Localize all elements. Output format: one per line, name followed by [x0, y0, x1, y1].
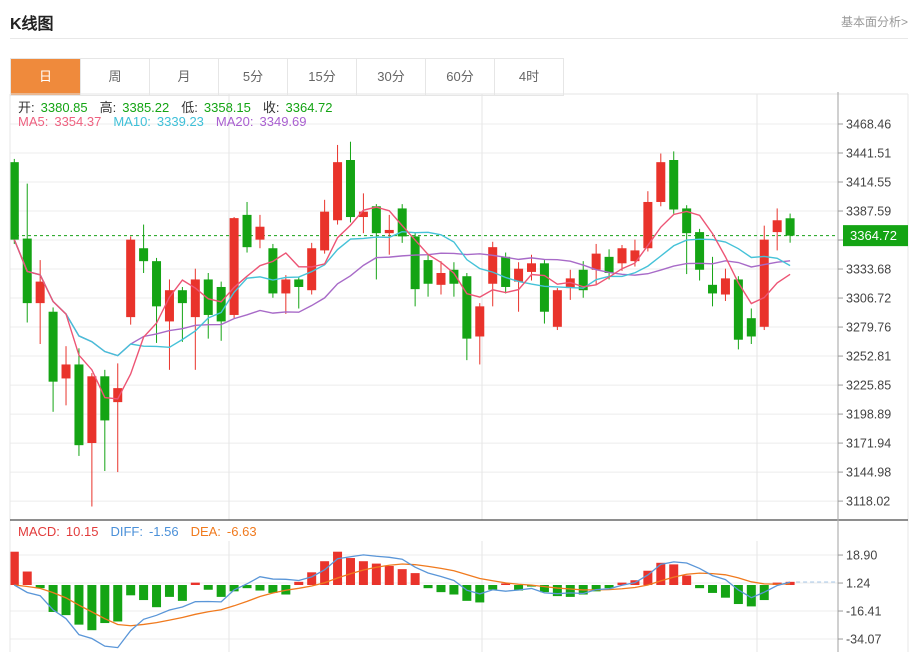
tab-30分[interactable]: 30分 [356, 59, 425, 95]
diff-line [13, 554, 791, 649]
legend-label: 高: [99, 100, 117, 115]
tab-15分[interactable]: 15分 [287, 59, 356, 95]
legend-item: DIFF: -1.56 [110, 524, 184, 539]
fundamental-analysis-link[interactable]: 基本面分析> [840, 15, 908, 29]
legend-label: MA10: [113, 114, 151, 129]
legend-label: 收: [262, 100, 280, 115]
macd-axis-label: 1.24 [846, 576, 870, 590]
legend-value: 3380.85 [40, 100, 88, 115]
price-axis-label: 3306.72 [846, 291, 891, 305]
ma5-line [13, 206, 791, 400]
price-axis-label: 3198.89 [846, 407, 891, 421]
legend-value: 3349.69 [259, 114, 307, 129]
macd-axis-label: 18.90 [846, 548, 877, 562]
price-axis-label: 3414.55 [846, 175, 891, 189]
legend-label: 低: [181, 100, 198, 115]
dea-line [14, 563, 791, 627]
legend-item: MA10: 3339.23 [113, 114, 210, 129]
header-divider [10, 38, 908, 39]
tab-60分[interactable]: 60分 [425, 59, 494, 95]
price-axis-label: 3333.68 [846, 262, 891, 276]
legend-value: 3385.22 [122, 100, 170, 115]
legend-value: 3358.15 [203, 100, 251, 115]
price-axis: 3468.46 3441.51 3414.55 3387.59 3333.68 3306.… [838, 117, 891, 646]
legend-item: 开: 3380.85 [18, 100, 94, 115]
legend-value: -6.63 [226, 524, 257, 539]
current-price-badge: 3364.72 [843, 225, 908, 247]
price-axis-label: 3118.02 [846, 494, 890, 508]
legend-label: MACD: [18, 524, 60, 539]
price-axis-label: 3252.81 [846, 349, 891, 363]
ma-legend: MA5: 3354.37 MA10: 3339.23 MA20: 3349.69 [18, 114, 319, 129]
tab-日[interactable]: 日 [11, 59, 80, 95]
price-axis-label: 3441.51 [846, 146, 891, 160]
tab-4时[interactable]: 4时 [494, 59, 563, 95]
tab-月[interactable]: 月 [149, 59, 218, 95]
price-axis-label: 3387.59 [846, 204, 891, 218]
price-axis-label: 3468.46 [846, 117, 891, 131]
price-axis-label: 3279.76 [846, 320, 891, 334]
macd-chart-area[interactable] [10, 520, 838, 652]
legend-item: 收: 3364.72 [263, 100, 339, 115]
legend-label: MA5: [18, 114, 49, 129]
price-axis-label: 3171.94 [846, 436, 891, 450]
ma10-line [13, 230, 791, 357]
candlestick-series [10, 141, 795, 507]
legend-item: DEA: -6.63 [191, 524, 263, 539]
macd-axis-label: -34.07 [846, 632, 881, 646]
current-price-badge-text: 3364.72 [850, 228, 897, 243]
macd-legend: MACD: 10.15 DIFF: -1.56 DEA: -6.63 [18, 524, 269, 539]
legend-item: MA20: 3349.69 [216, 114, 313, 129]
price-chart-area[interactable] [10, 94, 838, 520]
legend-value: 3364.72 [285, 100, 333, 115]
price-axis-label: 3144.98 [846, 465, 891, 479]
legend-value: -1.56 [148, 524, 179, 539]
legend-item: MACD: 10.15 [18, 524, 104, 539]
legend-label: DEA: [190, 524, 221, 539]
page-title: K线图 [10, 16, 54, 33]
legend-label: MA20: [215, 114, 254, 129]
legend-item: MA5: 3354.37 [18, 114, 107, 129]
period-tab-bar: 日周月 5分 15分 30分 60分 4时 [10, 58, 564, 96]
legend-item: 低: 3358.15 [181, 100, 257, 115]
legend-value: 10.15 [65, 524, 99, 539]
tab-周[interactable]: 周 [80, 59, 149, 95]
chart-frame [9, 92, 909, 652]
macd-axis-label: -16.41 [846, 604, 881, 618]
legend-label: DIFF: [110, 524, 143, 539]
tab-5分[interactable]: 5分 [218, 59, 287, 95]
legend-value: 3339.23 [156, 114, 204, 129]
legend-item: 高: 3385.22 [100, 100, 176, 115]
legend-value: 3354.37 [54, 114, 102, 129]
legend-label: 开: [18, 100, 35, 115]
price-axis-label: 3225.85 [846, 378, 891, 392]
ohlc-legend: 开: 3380.85 高: 3385.22 低: 3358.15 收: 3364.72 [18, 97, 345, 116]
